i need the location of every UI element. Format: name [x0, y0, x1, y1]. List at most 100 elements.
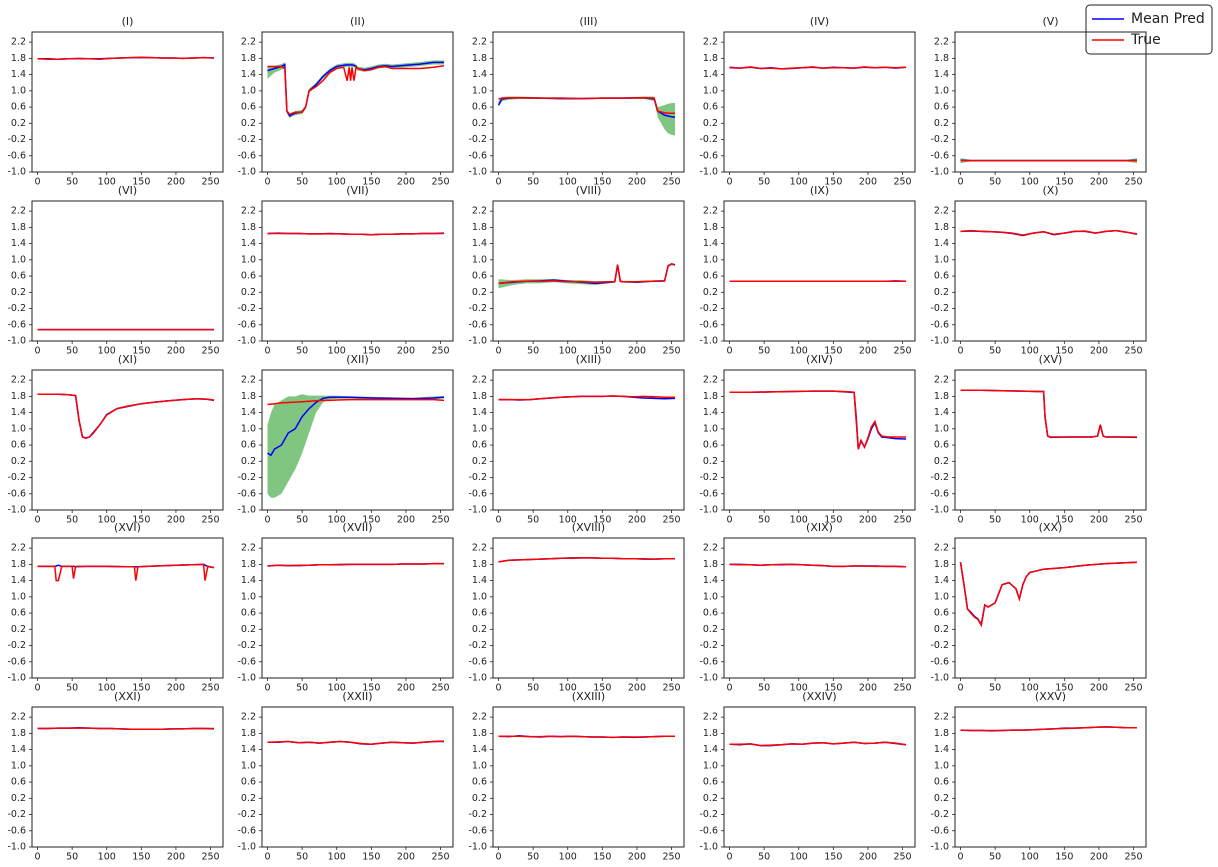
- series-line: [498, 557, 675, 563]
- subplot-title: (XII): [346, 353, 369, 366]
- x-tick-label: 150: [132, 177, 150, 188]
- y-tick-label: 1.4: [241, 744, 256, 755]
- y-tick-label: 0.2: [703, 793, 718, 804]
- axes-frame: [954, 537, 1147, 679]
- y-tick-label: -0.6: [699, 488, 718, 499]
- y-tick-label: -0.6: [930, 488, 949, 499]
- x-tick-label: 0: [958, 852, 964, 863]
- y-tick-label: 1.0: [934, 85, 949, 96]
- series-line: [498, 395, 675, 401]
- axes-frame: [492, 537, 685, 679]
- y-tick-label: -0.6: [237, 488, 256, 499]
- y-tick-label: -0.2: [930, 809, 949, 820]
- y-tick-label: 1.4: [703, 238, 718, 249]
- series-line: [960, 389, 1138, 439]
- y-tick-label: -1.0: [699, 505, 718, 516]
- x-tick-label: 250: [431, 683, 449, 694]
- y-tick-label: 1.4: [472, 69, 487, 80]
- y-tick-label: 1.0: [11, 591, 26, 602]
- y-tick-label: 0.6: [11, 102, 26, 113]
- x-tick-label: 150: [824, 346, 842, 357]
- y-tick-label: 1.0: [934, 760, 949, 771]
- y-tick-label: 0.6: [241, 777, 256, 788]
- y-tick-label: 2.2: [703, 206, 718, 217]
- subplot-title: (X): [1042, 184, 1058, 197]
- uncertainty-band: [267, 394, 444, 498]
- x-tick-label: 100: [790, 683, 808, 694]
- y-tick-label: 1.0: [703, 85, 718, 96]
- x-tick-label: 0: [496, 683, 502, 694]
- y-tick-label: 1.4: [11, 575, 26, 586]
- y-tick-label: 1.0: [241, 760, 256, 771]
- y-tick-label: 1.4: [934, 407, 949, 418]
- y-tick-label: 2.2: [11, 543, 26, 554]
- subplot: (XVI) -1.0 -0.6 -0.2 0.2 0.6 1.0 1.4 1.8 2.2 0 50 10…: [7, 521, 224, 694]
- x-tick-label: 200: [397, 683, 415, 694]
- x-tick-label: 0: [35, 683, 41, 694]
- x-tick-label: 150: [1055, 852, 1073, 863]
- y-tick-label: 0.2: [703, 118, 718, 129]
- plot-area: [729, 563, 907, 568]
- axes-frame: [723, 200, 916, 342]
- axes-frame: [261, 369, 454, 511]
- y-tick-label: 2.2: [11, 375, 26, 386]
- x-tick-label: 150: [593, 177, 611, 188]
- x-tick-label: 150: [824, 515, 842, 526]
- x-tick-label: 0: [958, 683, 964, 694]
- y-tick-label: 1.4: [11, 69, 26, 80]
- x-tick-label: 150: [362, 852, 380, 863]
- y-tick-label: 0.2: [472, 118, 487, 129]
- x-tick-label: 250: [1124, 683, 1142, 694]
- x-tick-label: 100: [328, 515, 346, 526]
- y-tick-label: -1.0: [7, 336, 26, 347]
- axes-frame: [723, 706, 916, 848]
- y-tick-label: 1.8: [703, 728, 718, 739]
- uncertainty-band: [498, 96, 675, 136]
- x-tick-label: 100: [559, 683, 577, 694]
- y-tick-label: 0.6: [472, 608, 487, 619]
- x-tick-label: 200: [859, 177, 877, 188]
- y-tick-label: 2.2: [472, 712, 487, 723]
- y-tick-label: -0.2: [699, 303, 718, 314]
- y-tick-label: -0.2: [237, 134, 256, 145]
- series-line: [960, 229, 1138, 236]
- y-tick-label: 0.2: [472, 287, 487, 298]
- axes-frame: [492, 31, 685, 173]
- subplot-title: (XVII): [342, 521, 372, 534]
- y-tick-label: 1.4: [241, 407, 256, 418]
- y-tick-label: -0.6: [7, 319, 26, 330]
- x-tick-label: 200: [397, 852, 415, 863]
- y-tick-label: -0.2: [930, 303, 949, 314]
- plot-area: [729, 66, 907, 70]
- x-tick-label: 250: [431, 346, 449, 357]
- x-tick-label: 50: [989, 852, 1001, 863]
- series-line: [267, 64, 445, 116]
- y-tick-label: 0.6: [241, 440, 256, 451]
- x-tick-label: 200: [1090, 346, 1108, 357]
- y-tick-label: 0.2: [472, 624, 487, 635]
- legend-label: Mean Pred: [1131, 11, 1205, 27]
- x-tick-label: 100: [328, 852, 346, 863]
- subplot-title: (VI): [118, 184, 137, 197]
- x-tick-label: 200: [628, 852, 646, 863]
- y-tick-label: 1.0: [472, 423, 487, 434]
- plot-area: [729, 390, 907, 450]
- x-tick-label: 50: [296, 852, 308, 863]
- legend-box: [1085, 4, 1213, 55]
- y-tick-label: -0.2: [7, 640, 26, 651]
- x-tick-label: 200: [1090, 515, 1108, 526]
- x-tick-label: 200: [167, 177, 185, 188]
- x-tick-label: 250: [662, 852, 680, 863]
- y-tick-label: 2.2: [703, 375, 718, 386]
- y-tick-label: 2.2: [934, 712, 949, 723]
- subplot: (XXIV) -1.0 -0.6 -0.2 0.2 0.6 1.0 1.4 1.8 2.2 0 50 1…: [699, 690, 916, 863]
- legend-label: True: [1130, 32, 1161, 48]
- x-tick-label: 100: [98, 346, 116, 357]
- subplot-title: (XXIII): [572, 690, 605, 703]
- x-tick-label: 250: [662, 346, 680, 357]
- y-tick-label: 0.6: [934, 440, 949, 451]
- y-tick-label: 1.8: [934, 222, 949, 233]
- series-line: [960, 726, 1137, 732]
- subplot-title: (XV): [1039, 353, 1063, 366]
- plot-area: [37, 393, 215, 439]
